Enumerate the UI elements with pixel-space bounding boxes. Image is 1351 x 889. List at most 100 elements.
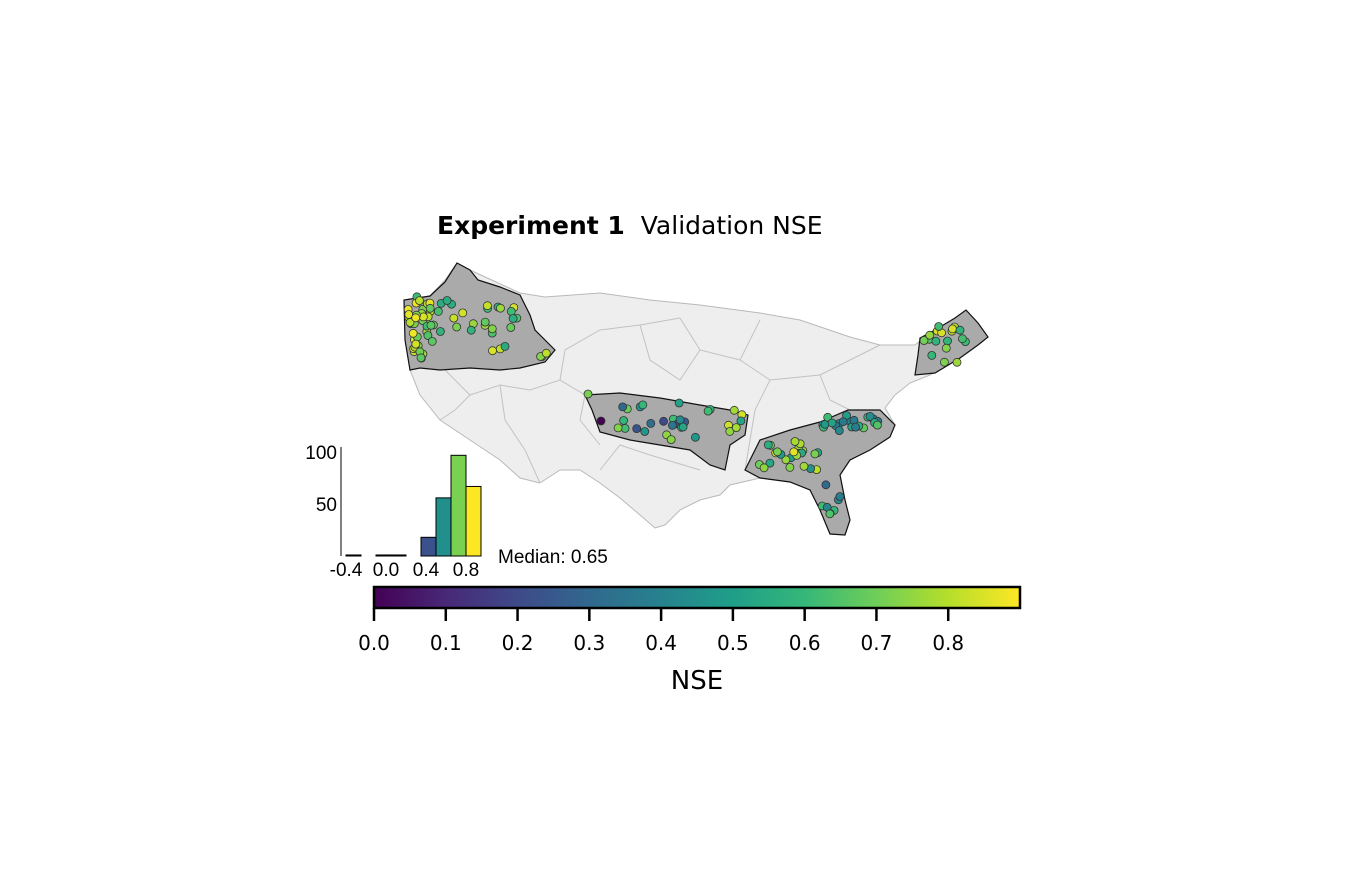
station-marker <box>640 427 650 436</box>
hist-x-tick-label: -0.4 <box>330 560 363 581</box>
station-markers <box>403 292 970 519</box>
station-marker <box>646 418 656 428</box>
station-marker <box>482 301 492 311</box>
station-marker <box>703 406 713 416</box>
station-marker <box>500 341 510 351</box>
station-marker <box>508 314 518 323</box>
title-bold: Experiment 1 <box>437 211 625 240</box>
hist-bar <box>345 554 362 557</box>
station-marker <box>415 296 424 306</box>
station-marker <box>659 416 668 426</box>
station-marker <box>821 480 831 490</box>
station-marker <box>927 350 937 360</box>
station-marker <box>958 334 967 344</box>
station-marker <box>583 389 593 399</box>
station-marker <box>691 432 700 442</box>
station-marker <box>638 400 648 410</box>
station-marker <box>785 462 795 472</box>
station-marker <box>835 492 845 501</box>
hist-x-tick-label: 0.0 <box>373 560 399 581</box>
station-marker <box>619 416 628 425</box>
station-marker <box>934 322 944 331</box>
nse-histogram: 50 100 -0.4 0.0 0.4 0.8 <box>305 443 482 581</box>
station-marker <box>941 343 951 353</box>
colorbar-tick-label: 0.8 <box>932 631 964 655</box>
station-marker <box>948 324 957 334</box>
station-marker <box>765 458 775 468</box>
station-marker <box>873 420 882 430</box>
station-marker <box>675 415 685 425</box>
station-marker <box>506 323 516 332</box>
station-marker <box>865 411 875 421</box>
colorbar-label: NSE <box>671 666 723 696</box>
colorbar-tick-label: 0.1 <box>430 631 462 655</box>
station-marker <box>416 353 426 363</box>
basin-boundaries <box>439 317 881 484</box>
station-marker <box>613 423 623 433</box>
station-marker <box>838 417 848 427</box>
station-marker <box>825 509 835 519</box>
hist-x-tick-label: 0.4 <box>413 560 440 581</box>
station-marker <box>925 330 935 340</box>
station-marker <box>666 435 676 445</box>
station-marker <box>425 303 435 313</box>
colorbar-tick-label: 0.7 <box>861 631 893 655</box>
hist-y-ticks: 50 100 <box>305 443 337 516</box>
colorbar-tick-label: 0.5 <box>717 631 749 655</box>
station-marker <box>759 463 769 473</box>
hist-y-tick-label: 100 <box>305 443 337 464</box>
station-marker <box>632 424 642 434</box>
station-marker <box>466 325 476 335</box>
station-marker <box>449 313 459 323</box>
colorbar-ticks: 0.0 0.1 0.2 0.3 0.4 0.5 0.6 0.7 0.8 <box>358 608 964 655</box>
station-marker <box>731 423 741 433</box>
station-marker <box>411 313 421 323</box>
station-marker <box>790 437 800 446</box>
station-marker <box>789 447 799 457</box>
station-marker <box>674 398 684 408</box>
median-label: Median: 0.65 <box>498 547 608 568</box>
station-marker <box>496 303 505 313</box>
station-marker <box>423 331 433 340</box>
colorbar-gradient <box>372 585 1022 610</box>
station-marker <box>480 317 490 327</box>
colorbar-tick-label: 0.0 <box>358 631 390 655</box>
station-marker <box>433 306 443 316</box>
colorbar-tick-label: 0.3 <box>573 631 605 655</box>
hist-y-tick-label: 50 <box>316 495 337 516</box>
hist-bar <box>390 554 407 557</box>
hist-bar <box>450 454 467 557</box>
station-marker <box>810 449 820 459</box>
hist-bar <box>375 554 392 557</box>
station-marker <box>506 306 516 316</box>
station-marker <box>834 426 844 436</box>
hist-bar <box>420 536 437 557</box>
station-marker <box>618 402 628 412</box>
station-marker <box>781 455 791 465</box>
station-marker <box>488 346 497 356</box>
basin-pacific-northwest <box>403 262 556 371</box>
station-marker <box>919 336 929 345</box>
colorbar-tick-label: 0.6 <box>789 631 821 655</box>
colorbar: 0.0 0.1 0.2 0.3 0.4 0.5 0.6 0.7 0.8 NSE <box>358 585 1022 696</box>
station-marker <box>955 325 965 335</box>
station-marker <box>408 328 418 338</box>
station-marker <box>541 348 551 358</box>
station-marker <box>435 327 445 336</box>
us-map <box>403 262 989 536</box>
station-marker <box>668 420 677 430</box>
hist-bar <box>465 485 482 557</box>
figure-title: Experiment 1 Validation NSE <box>437 211 823 240</box>
hist-x-tick-label: 0.8 <box>453 560 479 581</box>
station-marker <box>799 461 809 471</box>
station-marker <box>729 405 739 415</box>
station-marker <box>736 416 746 426</box>
station-marker <box>411 339 421 349</box>
station-marker <box>773 447 782 457</box>
title-rest: Validation NSE <box>641 211 823 240</box>
hist-bars <box>345 454 482 557</box>
station-marker <box>405 318 415 327</box>
station-marker <box>596 416 606 426</box>
station-marker <box>943 336 952 346</box>
